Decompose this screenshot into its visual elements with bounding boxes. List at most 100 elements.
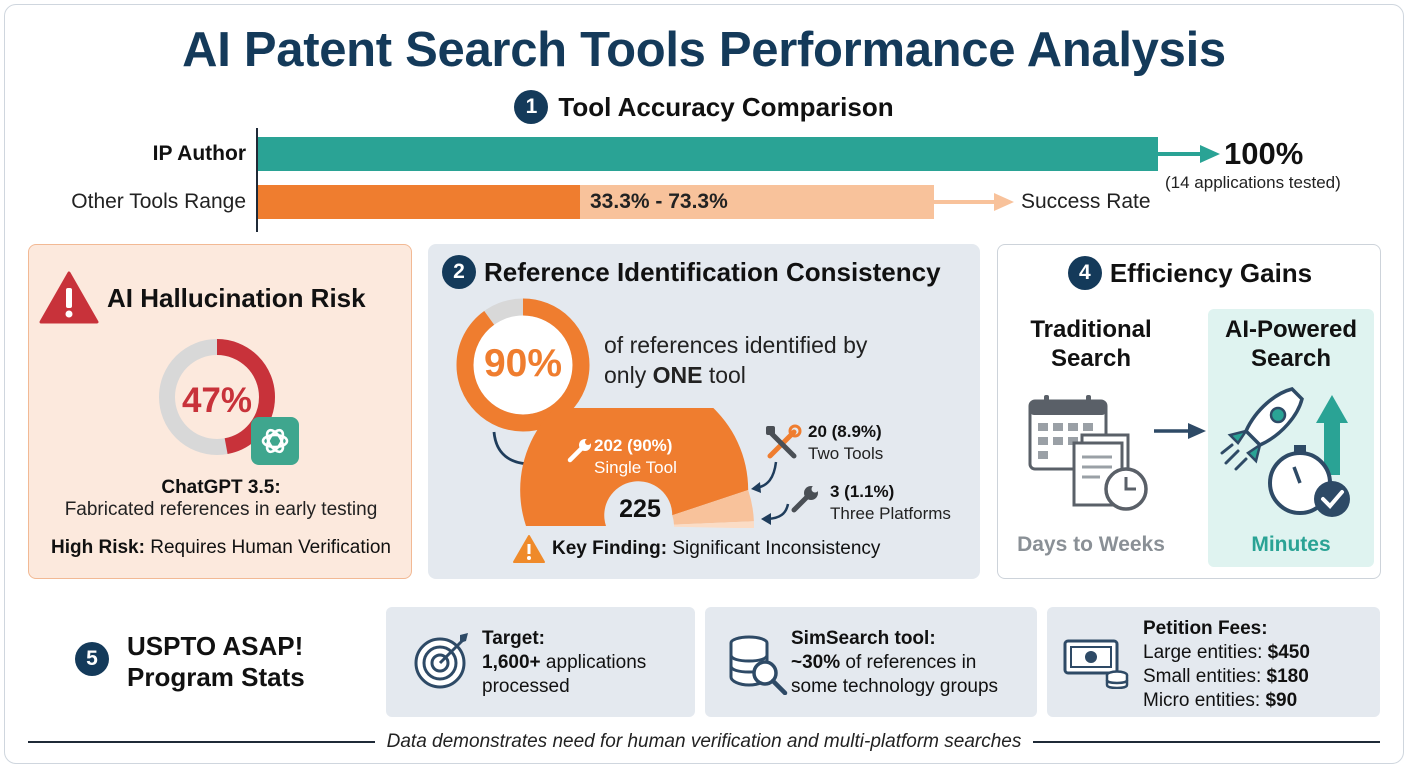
large-entities-label: Large entities: xyxy=(1143,642,1268,663)
traditional-time: Days to Weeks xyxy=(1017,533,1165,556)
reference-heading-text: Reference Identification Consistency xyxy=(484,257,941,287)
wrench-icon xyxy=(567,439,591,463)
reference-desc: of references identified by only ONE too… xyxy=(604,330,867,390)
target-text-2: processed xyxy=(482,676,570,697)
key-finding-bold: Key Finding: xyxy=(552,538,668,559)
target-text-1: applications xyxy=(540,652,647,673)
hallucination-donut-arc xyxy=(159,339,275,455)
ip-author-bar xyxy=(258,137,1158,171)
reference-panel: 2 Reference Identification Consistency 90… xyxy=(428,244,980,579)
reference-total: 225 xyxy=(619,495,661,523)
target-value: 1,600+ xyxy=(482,652,541,673)
micro-entities-label: Micro entities: xyxy=(1143,690,1266,711)
database-search-icon xyxy=(729,635,788,695)
reference-desc-post: tool xyxy=(702,362,746,388)
tested-note: (14 applications tested) xyxy=(1165,173,1341,192)
reference-percent: 90% xyxy=(483,342,563,385)
simsearch-text-2: some technology groups xyxy=(791,676,999,697)
curved-arrow-icon xyxy=(761,503,790,525)
fees-text: Petition Fees: Large entities: $450 Smal… xyxy=(1143,617,1310,713)
section-number-4: 4 xyxy=(1067,256,1102,291)
accuracy-heading: 1 Tool Accuracy Comparison xyxy=(0,90,1408,126)
fees-stat-card: Petition Fees: Large entities: $450 Smal… xyxy=(1047,607,1380,717)
micro-entities-fee: $90 xyxy=(1265,690,1298,711)
curved-arrow-icon xyxy=(751,461,778,493)
other-tools-label: Other Tools Range xyxy=(71,190,246,213)
chatgpt-logo-icon xyxy=(251,417,299,465)
risk-note: High Risk: Requires Human Verification xyxy=(29,537,413,559)
footer-text: Data demonstrates need for human verific… xyxy=(374,731,1034,752)
reference-gauge xyxy=(520,408,754,528)
ai-powered-label-line1: AI-Powered xyxy=(1224,316,1358,343)
gauge-segment-single xyxy=(520,408,749,526)
program-heading: USPTO ASAP! Program Stats xyxy=(127,631,305,693)
target-text: Target: 1,600+ applications processed xyxy=(482,627,646,699)
other-tools-range-text: 33.3% - 73.3% xyxy=(590,190,728,213)
warning-icon xyxy=(39,271,99,324)
gauge-segment-two xyxy=(672,490,754,525)
arrow-right-icon xyxy=(934,193,1014,211)
reference-desc-pre: only xyxy=(604,362,653,388)
wrench-icon xyxy=(791,485,819,513)
simsearch-stat-card: SimSearch tool: ~30% of references in so… xyxy=(705,607,1037,717)
footer-note: Data demonstrates need for human verific… xyxy=(0,731,1408,753)
success-rate-label: Success Rate xyxy=(1021,190,1151,213)
reference-heading: 2 Reference Identification Consistency xyxy=(442,255,941,291)
traditional-label-line2: Search xyxy=(1050,345,1132,372)
reference-desc-line2: only ONE tool xyxy=(604,360,867,390)
page-title: AI Patent Search Tools Performance Analy… xyxy=(182,23,1226,77)
gauge-segment-three xyxy=(673,521,754,528)
single-tool-label: Single Tool xyxy=(594,458,677,477)
risk-note-bold: High Risk: xyxy=(50,537,145,558)
hallucination-desc: Fabricated references in early testing xyxy=(64,499,378,520)
section-number-2: 2 xyxy=(442,255,476,290)
reference-donut xyxy=(456,298,590,432)
efficiency-heading-text: Efficiency Gains xyxy=(1109,258,1313,288)
hallucination-panel: AI Hallucination Risk 47% ChatGPT 3.5: F… xyxy=(28,244,412,579)
money-icon xyxy=(1063,639,1129,689)
three-platforms-count: 3 (1.1%) xyxy=(830,482,895,501)
ip-author-label: IP Author xyxy=(152,142,246,165)
small-entities-fee: $180 xyxy=(1266,666,1309,687)
accuracy-heading-text: Tool Accuracy Comparison xyxy=(558,92,894,122)
traditional-label: Traditional Search xyxy=(1008,315,1174,373)
ip-author-value: 100% xyxy=(1224,136,1304,171)
risk-note-text: Requires Human Verification xyxy=(150,537,392,558)
hallucination-donut xyxy=(159,339,275,455)
efficiency-panel: 4 Efficiency Gains Traditional Search Day… xyxy=(997,244,1381,579)
rocket-stopwatch-icon xyxy=(1220,387,1350,517)
traditional-label-line1: Traditional xyxy=(1030,316,1152,343)
section-number-5: 5 xyxy=(75,642,109,676)
warning-icon xyxy=(513,535,545,563)
key-finding-text: Significant Inconsistency xyxy=(672,538,881,559)
program-heading-line1: USPTO ASAP! xyxy=(127,631,304,661)
fees-label: Petition Fees: xyxy=(1143,618,1268,639)
two-tools-count: 20 (8.9%) xyxy=(808,422,882,441)
ai-powered-label-line2: Search xyxy=(1250,345,1332,372)
target-label: Target: xyxy=(482,628,545,649)
reference-desc-line1: of references identified by xyxy=(604,332,868,358)
key-finding: Key Finding: Significant Inconsistency xyxy=(552,538,880,560)
simsearch-label: SimSearch tool: xyxy=(791,628,936,649)
reference-donut-arc xyxy=(456,298,590,432)
small-entities-label: Small entities: xyxy=(1143,666,1267,687)
simsearch-text: SimSearch tool: ~30% of references in so… xyxy=(791,627,998,699)
simsearch-value: ~30% xyxy=(791,652,841,673)
model-name: ChatGPT 3.5: xyxy=(161,477,281,498)
chart-axis xyxy=(256,128,258,232)
simsearch-text-1: of references in xyxy=(840,652,977,673)
hallucination-percent: 47% xyxy=(181,381,253,420)
arrow-right-icon xyxy=(1154,423,1206,439)
program-heading-line2: Program Stats xyxy=(127,662,305,692)
other-tools-bar-range xyxy=(580,185,934,219)
reference-desc-bold: ONE xyxy=(652,362,703,388)
two-tools-label: Two Tools xyxy=(808,444,884,463)
arrow-right-icon xyxy=(1158,145,1220,163)
ai-powered-label: AI-Powered Search xyxy=(1208,315,1374,373)
target-icon xyxy=(414,633,468,689)
hallucination-heading: AI Hallucination Risk xyxy=(107,283,366,313)
efficiency-heading: 4 Efficiency Gains xyxy=(998,256,1382,292)
calendar-document-icon xyxy=(1028,395,1148,511)
other-tools-bar-min xyxy=(258,185,580,219)
tools-icon xyxy=(766,424,802,459)
